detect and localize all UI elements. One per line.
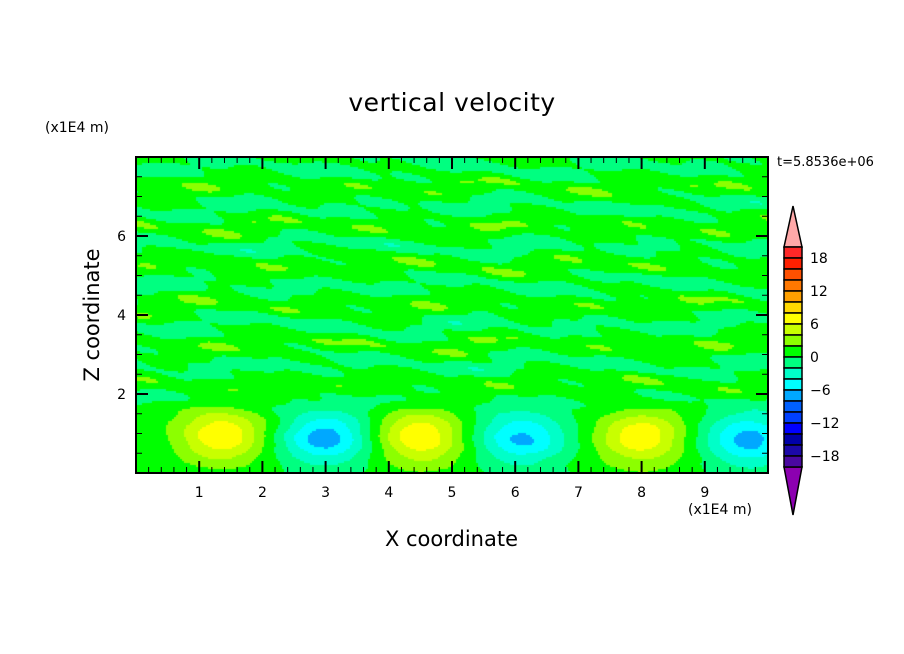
colorbar-swatch: [783, 257, 803, 270]
x-tick-label: 9: [700, 485, 709, 501]
colorbar-swatch: [783, 367, 803, 380]
colorbar-swatch: [783, 444, 803, 457]
colorbar-swatch: [783, 279, 803, 292]
x-axis-label: X coordinate: [384, 527, 519, 551]
colorbar-label: 0: [810, 350, 819, 366]
colorbar-over-triangle: [783, 205, 803, 248]
x-tick-label: 4: [384, 485, 393, 501]
x-tick-label: 6: [511, 485, 520, 501]
colorbar-swatch: [783, 301, 803, 314]
colorbar-swatch: [783, 312, 803, 325]
colorbar-swatch: [783, 455, 803, 468]
colorbar-label: −12: [810, 416, 840, 432]
x-tick-label: 5: [448, 485, 457, 501]
x-tick-label: 3: [321, 485, 330, 501]
x-tick-label: 2: [258, 485, 267, 501]
colorbar-swatch: [783, 389, 803, 402]
colorbar-swatch: [783, 334, 803, 347]
y-tick-label: 6: [117, 229, 126, 245]
colorbar-swatch: [783, 411, 803, 424]
colorbar-label: 6: [810, 317, 819, 333]
colorbar-under-triangle: [783, 466, 803, 516]
colorbar-swatch: [783, 378, 803, 391]
x-tick-label: 7: [574, 485, 583, 501]
time-label: t=5.8536e+06: [777, 155, 874, 170]
plot-frame: [135, 156, 769, 474]
colorbar-swatch: [783, 345, 803, 358]
colorbar-swatch: [783, 422, 803, 435]
y-tick-label: 4: [117, 308, 126, 324]
x-unit-label: (x1E4 m): [688, 502, 752, 518]
y-tick-label: 2: [117, 387, 126, 403]
colorbar-label: −18: [810, 449, 840, 465]
colorbar-label: −6: [810, 383, 831, 399]
colorbar-label: 18: [810, 251, 828, 267]
colorbar-swatch: [783, 356, 803, 369]
x-tick-label: 8: [637, 485, 646, 501]
colorbar-swatch: [783, 268, 803, 281]
colorbar-swatch: [783, 246, 803, 259]
y-unit-label: (x1E4 m): [45, 120, 109, 136]
colorbar-swatch: [783, 290, 803, 303]
colorbar-swatch: [783, 433, 803, 446]
contour-field: [136, 157, 768, 473]
colorbar-label: 12: [810, 284, 828, 300]
x-tick-label: 1: [195, 485, 204, 501]
chart-title: vertical velocity: [348, 88, 556, 117]
colorbar-swatch: [783, 400, 803, 413]
colorbar-swatch: [783, 323, 803, 336]
